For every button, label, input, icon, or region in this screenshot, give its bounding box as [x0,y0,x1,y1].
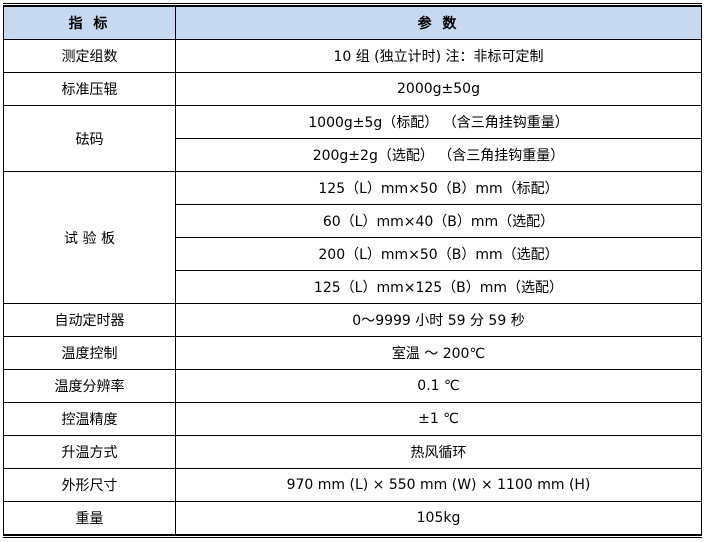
row-label: 自动定时器 [3,303,176,337]
row-value: 0～9999 小时 59 分 59 秒 [175,303,702,337]
row-value: ±1 ℃ [175,402,702,436]
row-label: 控温精度 [3,402,176,436]
spec-table: 指 标 参 数 测定组数 10 组 (独立计时) 注：非标可定制 标准压辊 2000g… [3,6,702,535]
row-value: 60（L）mm×40（B）mm（选配） [175,204,702,238]
table-row: 自动定时器 0～9999 小时 59 分 59 秒 [3,303,702,337]
table-row: 温度分辨率 0.1 ℃ [3,369,702,403]
table-row: 重量 105kg [3,501,702,535]
row-value: 10 组 (独立计时) 注：非标可定制 [175,39,702,73]
spec-table-wrapper: 指 标 参 数 测定组数 10 组 (独立计时) 注：非标可定制 标准压辊 2000g… [3,3,702,538]
header-row: 指 标 参 数 [3,6,702,40]
row-value: 0.1 ℃ [175,369,702,403]
row-value: 200（L）mm×50（B）mm（选配） [175,237,702,271]
row-label: 试 验 板 [3,171,176,304]
row-label: 重量 [3,501,176,535]
row-label: 温度控制 [3,336,176,370]
row-label: 外形尺寸 [3,468,176,502]
table-row: 60（L）mm×40（B）mm（选配） [4,204,702,238]
row-value: 105kg [175,501,702,535]
row-value: 200g±2g（选配） （含三角挂钩重量） [175,138,702,172]
table-row: 温度控制 室温 ～ 200℃ [3,336,702,370]
table-row: 125（L）mm×125（B）mm（选配） [4,270,702,304]
header-parameter: 参 数 [175,6,702,40]
table-row: 砝码 1000g±5g（标配） （含三角挂钩重量） [3,105,702,172]
row-value: 1000g±5g（标配） （含三角挂钩重量） [175,105,702,139]
row-label: 标准压辊 [3,72,176,106]
table-row: 外形尺寸 970 mm (L) × 550 mm (W) × 1100 mm (H… [3,468,702,502]
row-label: 升温方式 [3,435,176,469]
row-value: 2000g±50g [175,72,702,106]
row-label: 砝码 [3,105,176,172]
table-row: 控温精度 ±1 ℃ [3,402,702,436]
row-value: 热风循环 [175,435,702,469]
header-indicator: 指 标 [3,6,176,40]
table-row: 测定组数 10 组 (独立计时) 注：非标可定制 [3,39,702,73]
row-value: 970 mm (L) × 550 mm (W) × 1100 mm (H) [175,468,702,502]
table-row: 试 验 板 125（L）mm×50（B）mm（标配） [3,171,702,304]
table-row: 升温方式 热风循环 [3,435,702,469]
row-value: 125（L）mm×125（B）mm（选配） [175,270,702,304]
table-row: 200g±2g（选配） （含三角挂钩重量） [4,138,702,172]
row-label: 温度分辨率 [3,369,176,403]
row-value: 室温 ～ 200℃ [175,336,702,370]
row-value: 125（L）mm×50（B）mm（标配） [175,171,702,205]
table-row: 标准压辊 2000g±50g [3,72,702,106]
row-label: 测定组数 [3,39,176,73]
